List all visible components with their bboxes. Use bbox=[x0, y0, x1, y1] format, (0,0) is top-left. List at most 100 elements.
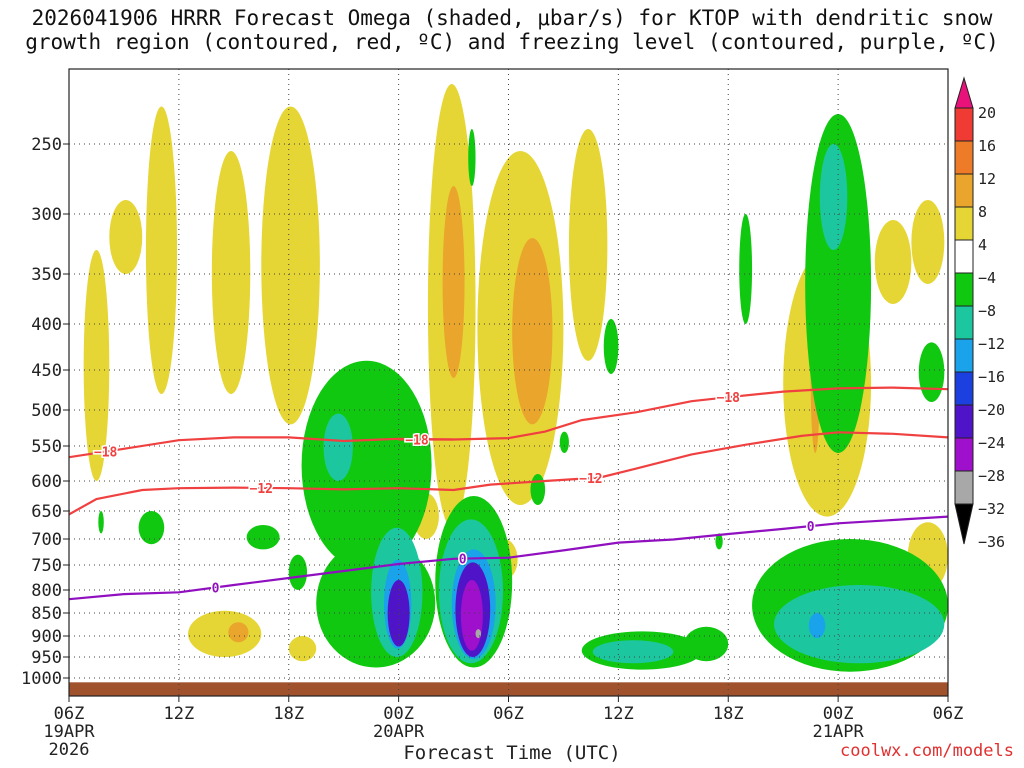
axes-layer: 250 300 350 400 450 500 550 600 650 700 750 800 850 9… bbox=[21, 68, 964, 760]
freezing-label-1: 0 bbox=[459, 553, 467, 568]
x-tick-label-8: 06Z bbox=[933, 704, 964, 724]
freezing-label-2: 0 bbox=[807, 520, 815, 535]
dgz-contour-0 bbox=[69, 386, 948, 459]
colorbar-bin-5 bbox=[954, 239, 974, 274]
omega-blob-29 bbox=[684, 626, 729, 662]
x-tick-label-0: 06Z bbox=[54, 704, 85, 724]
omega-blob-54 bbox=[475, 629, 482, 639]
x-tick-label-2: 18Z bbox=[273, 704, 304, 724]
omega-blob-46 bbox=[774, 585, 945, 664]
colorbar-bin-10 bbox=[954, 404, 974, 439]
omega-blob-7 bbox=[568, 129, 608, 361]
dgz-label-1-0: −12 bbox=[250, 482, 273, 497]
x-tick-label-5: 12Z bbox=[603, 704, 634, 724]
dgz-label-0-0: −18 bbox=[94, 446, 118, 461]
freezing-label-0: 0 bbox=[212, 582, 220, 597]
dgz-label-0-1: −18 bbox=[717, 391, 741, 406]
omega-blob-35 bbox=[138, 510, 165, 545]
colorbar-bin-12 bbox=[954, 470, 974, 505]
y-tick-label-0: 250 bbox=[31, 135, 62, 155]
y-tick-label-9: 700 bbox=[31, 530, 62, 550]
y-tick-label-12: 850 bbox=[31, 604, 62, 624]
colorbar-label-3: 8 bbox=[978, 203, 987, 221]
colorbar-label-13: −36 bbox=[978, 533, 1005, 551]
chart-title-line-1: 2026041906 HRRR Forecast Omega (shaded, … bbox=[31, 6, 993, 30]
colorbar-label-11: −28 bbox=[978, 467, 1005, 485]
x-tick-label-6: 18Z bbox=[713, 704, 744, 724]
omega-blob-34 bbox=[468, 129, 476, 186]
omega-blob-30 bbox=[739, 214, 753, 324]
y-tick-label-6: 550 bbox=[31, 437, 62, 457]
omega-blob-50 bbox=[808, 613, 826, 639]
omega-blob-3 bbox=[211, 151, 251, 394]
colorbar: 20 16 12 8 4 −4 −8 −12 −16 −20 −24 −28 −32 −36 bbox=[954, 76, 1005, 551]
x-tick-label-3: 00Z bbox=[383, 704, 414, 724]
colorbar-bottom-arrow bbox=[954, 503, 974, 545]
omega-blob-37 bbox=[288, 554, 308, 590]
dgz-contour-1 bbox=[69, 431, 948, 516]
omega-blob-45 bbox=[592, 640, 674, 664]
x-tick-label-4: 06Z bbox=[493, 704, 524, 724]
x-date-label-0: 19APR bbox=[43, 722, 95, 742]
colorbar-label-8: −16 bbox=[978, 368, 1005, 386]
omega-blob-10 bbox=[911, 200, 945, 284]
x-tick-label-1: 12Z bbox=[164, 704, 195, 724]
colorbar-label-6: −8 bbox=[978, 302, 996, 320]
colorbar-label-12: −32 bbox=[978, 500, 1005, 518]
y-tick-label-8: 650 bbox=[31, 502, 62, 522]
omega-blob-33 bbox=[918, 342, 945, 403]
y-tick-label-15: 1000 bbox=[21, 669, 62, 689]
omega-blob-51 bbox=[387, 580, 410, 647]
omega-blob-38 bbox=[400, 402, 414, 432]
x-date-label-3: 20APR bbox=[373, 722, 425, 742]
x-axis-title: Forecast Time (UTC) bbox=[403, 742, 621, 764]
omega-blob-22 bbox=[301, 360, 432, 570]
omega-blob-20 bbox=[228, 622, 249, 643]
contour-layer: −18 −18 −12 −12 −18 0 0 0 bbox=[69, 386, 948, 601]
y-tick-label-5: 500 bbox=[31, 401, 62, 421]
colorbar-label-9: −20 bbox=[978, 401, 1005, 419]
colorbar-bin-4 bbox=[954, 206, 974, 241]
omega-blob-25 bbox=[530, 474, 546, 505]
x-date-label-7: 21APR bbox=[813, 722, 865, 742]
omega-blob-4 bbox=[261, 106, 320, 425]
colorbar-label-0: 20 bbox=[978, 104, 996, 122]
omega-blob-27 bbox=[603, 319, 619, 374]
freezing-level-contour bbox=[69, 515, 948, 601]
colorbar-bin-9 bbox=[954, 371, 974, 406]
y-tick-label-14: 950 bbox=[31, 648, 62, 668]
colorbar-bin-3 bbox=[954, 173, 974, 208]
omega-blob-12 bbox=[188, 610, 262, 657]
colorbar-bin-8 bbox=[954, 338, 974, 373]
y-tick-label-13: 900 bbox=[31, 627, 62, 647]
omega-blob-0 bbox=[83, 250, 110, 481]
omega-blob-47 bbox=[819, 144, 848, 250]
y-tick-label-3: 400 bbox=[31, 315, 62, 335]
x-year-label-0: 2026 bbox=[49, 740, 90, 760]
omega-blob-53 bbox=[460, 580, 483, 651]
omega-blob-18 bbox=[442, 186, 465, 378]
omega-blob-42 bbox=[323, 413, 353, 481]
dgz-label-1-1: −12 bbox=[579, 472, 602, 487]
colorbar-bin-2 bbox=[954, 140, 974, 175]
site-credit[interactable]: coolwx.com/models bbox=[840, 741, 1014, 761]
y-tick-label-11: 800 bbox=[31, 581, 62, 601]
colorbar-label-5: −4 bbox=[978, 269, 996, 287]
omega-blob-13 bbox=[288, 636, 317, 662]
y-tick-label-1: 300 bbox=[31, 205, 62, 225]
y-tick-label-7: 600 bbox=[31, 472, 62, 492]
colorbar-label-2: 12 bbox=[978, 170, 996, 188]
chart-title-line-2: growth region (contoured, red, ºC) and f… bbox=[25, 30, 999, 54]
omega-blob-9 bbox=[874, 220, 912, 304]
y-tick-label-10: 750 bbox=[31, 556, 62, 576]
omega-blob-36 bbox=[246, 525, 280, 550]
y-tick-label-4: 450 bbox=[31, 361, 62, 381]
omega-blob-40 bbox=[715, 533, 723, 550]
colorbar-bin-11 bbox=[954, 437, 974, 472]
colorbar-label-4: 4 bbox=[978, 236, 987, 254]
colorbar-bin-1 bbox=[954, 107, 974, 142]
omega-blob-26 bbox=[559, 431, 569, 453]
omega-field-layer bbox=[69, 84, 948, 696]
